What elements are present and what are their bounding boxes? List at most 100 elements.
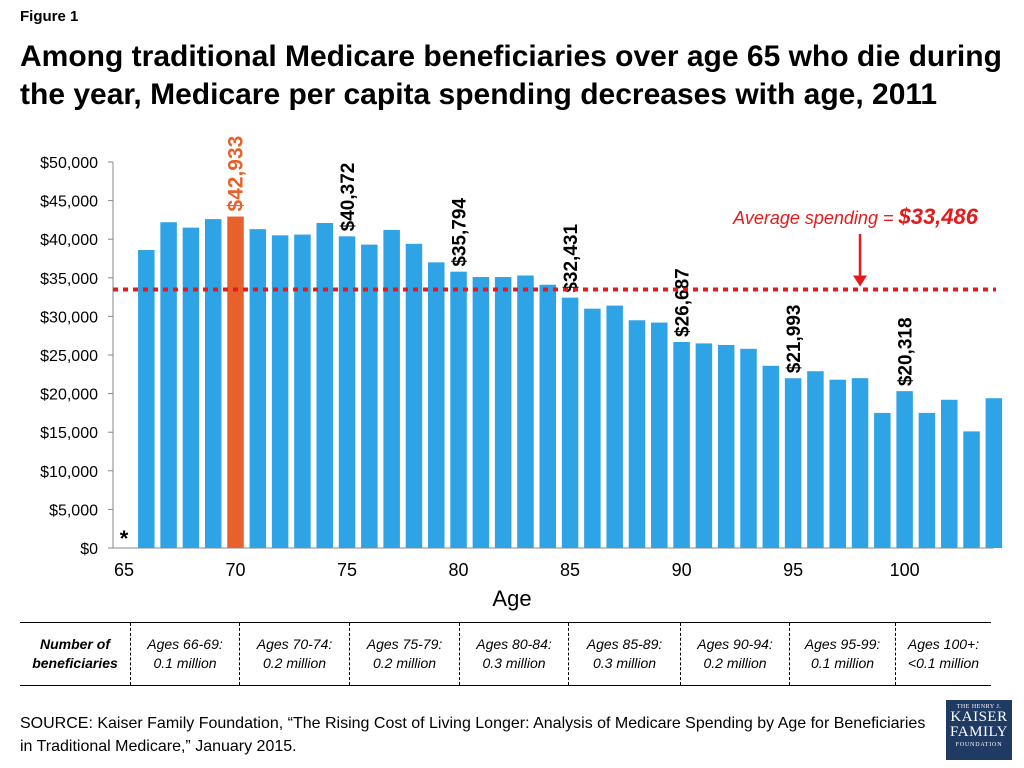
- x-axis: 65 70 75 80 85 90 95 100 *: [113, 526, 994, 580]
- y-tick-label: $50,000: [40, 155, 98, 172]
- y-tick-label: $20,000: [40, 387, 98, 404]
- data-label-age-100: $20,318: [896, 317, 917, 386]
- x-tick-label: 75: [337, 560, 357, 580]
- data-label-age-95: $21,993: [784, 305, 805, 374]
- logo-line-3: FAMILY: [950, 724, 1008, 740]
- bar-age-99: [874, 412, 891, 548]
- bar-age-76: [361, 244, 378, 548]
- x-axis-title: Age: [492, 586, 531, 611]
- beneficiaries-table: Number of beneficiaries Ages 66-69: 0.1 m…: [20, 622, 991, 686]
- bar-age-86: [584, 308, 601, 548]
- bar-age-97: [829, 379, 846, 548]
- chart-title: Among traditional Medicare beneficiaries…: [20, 40, 1002, 111]
- kff-logo: THE HENRY J. KAISER FAMILY FOUNDATION: [946, 700, 1012, 760]
- x-tick-label: 65: [114, 560, 134, 580]
- bar-age-72: [271, 235, 289, 548]
- bar-age-81: [472, 277, 490, 548]
- data-label-age-80: $35,794: [450, 198, 471, 267]
- table-cell-90-94: Ages 90-94: 0.2 million: [681, 623, 790, 685]
- table-cell-age: Ages 80-84:: [476, 636, 552, 652]
- average-label: Average spending = $33,486: [732, 204, 979, 229]
- bar-age-101: [918, 412, 936, 548]
- bar-age-69: [204, 219, 222, 549]
- average-label-prefix: Average spending =: [732, 208, 898, 228]
- source-note: SOURCE: Kaiser Family Foundation, “The R…: [20, 715, 926, 755]
- table-cell-age: Ages 85-89:: [586, 636, 663, 652]
- table-cell-95-99: Ages 95-99: 0.1 million: [790, 623, 896, 685]
- bar-age-96: [807, 371, 824, 548]
- y-tick-label: $25,000: [40, 348, 98, 365]
- bar-age-98: [851, 378, 869, 548]
- y-tick-label: $10,000: [40, 464, 98, 481]
- table-cell-count: 0.1 million: [153, 655, 217, 671]
- x-tick-label: 70: [226, 560, 246, 580]
- bar-age-70: [227, 216, 244, 548]
- data-label-age-90: $26,687: [673, 268, 694, 337]
- table-cell-count: 0.2 million: [262, 655, 327, 671]
- table-header-line-1: Number of: [39, 636, 110, 652]
- table-header-line-2: beneficiaries: [32, 655, 118, 671]
- bar-age-94: [762, 365, 780, 548]
- bar-age-82: [494, 277, 512, 548]
- data-labels: $42,933 $40,372 $35,794 $32,431 $26,687 $21,9…: [225, 136, 917, 387]
- bar-age-67: [160, 222, 177, 548]
- data-label-age-75: $40,372: [338, 163, 359, 232]
- table-cell-count: <0.1 million: [907, 655, 980, 671]
- bar-age-100: [896, 391, 913, 548]
- table-cell-count: 0.2 million: [703, 655, 767, 671]
- bar-age-68: [182, 227, 200, 548]
- y-tick-label: $30,000: [40, 309, 98, 326]
- bar-age-73: [294, 234, 311, 548]
- table-cell-count: 0.3 million: [592, 655, 657, 671]
- bar-age-89: [651, 322, 668, 548]
- table-header-cell: Number of beneficiaries: [20, 623, 131, 685]
- table-cell-70-74: Ages 70-74: 0.2 million: [240, 623, 350, 685]
- bar-age-85: [561, 297, 579, 548]
- table-cell-age: Ages 66-69:: [147, 636, 223, 652]
- bar-age-103: [963, 431, 980, 548]
- table-cell-age: Ages 70-74:: [256, 636, 333, 652]
- average-line-group: Average spending = $33,486: [113, 204, 996, 292]
- bar-age-104: [985, 398, 1003, 548]
- bar-age-88: [628, 320, 646, 548]
- y-tick-label: $40,000: [40, 232, 98, 249]
- data-label-age-70: $42,933: [225, 136, 248, 212]
- bar-age-83: [517, 275, 534, 548]
- bar-age-95: [784, 378, 802, 548]
- x-tick-label: 80: [449, 560, 469, 580]
- bar-age-78: [405, 243, 423, 548]
- y-tick-label: $35,000: [40, 271, 98, 288]
- figure-label: Figure 1: [20, 8, 79, 25]
- table-cell-count: 0.1 million: [810, 655, 875, 671]
- table-cell-count: 0.3 million: [482, 655, 546, 671]
- bar-age-80: [450, 271, 467, 548]
- table-cell-66-69: Ages 66-69: 0.1 million: [131, 623, 240, 685]
- bar-age-77: [383, 229, 400, 548]
- y-tick-label: $45,000: [40, 194, 98, 211]
- table-cell-75-79: Ages 75-79: 0.2 million: [350, 623, 460, 685]
- x-tick-label: 85: [560, 560, 580, 580]
- x-tick-label: 100: [890, 560, 920, 580]
- bar-age-74: [316, 222, 333, 548]
- table-cell-age: Ages 75-79:: [366, 636, 443, 652]
- table-cell-count: 0.2 million: [372, 655, 437, 671]
- bar-age-93: [740, 348, 757, 548]
- x-tick-label: 95: [783, 560, 803, 580]
- table-cell-100-plus: Ages 100+: <0.1 million: [896, 623, 991, 685]
- x-tick-label: 90: [672, 560, 692, 580]
- table-cell-age: Ages 95-99:: [804, 636, 881, 652]
- beneficiaries-row: Number of beneficiaries Ages 66-69: 0.1 m…: [20, 623, 991, 685]
- y-tick-label: $15,000: [40, 425, 98, 442]
- data-label-age-85: $32,431: [561, 224, 582, 293]
- y-axis: $0 $5,000 $10,000 $15,000 $20,000 $25,000 $30,…: [40, 155, 114, 558]
- bar-age-87: [606, 305, 623, 548]
- average-label-value: $33,486: [897, 204, 978, 229]
- y-tick-label: $0: [80, 541, 98, 558]
- table-cell-80-84: Ages 80-84: 0.3 million: [460, 623, 569, 685]
- logo-line-1: THE HENRY J.: [956, 704, 1002, 710]
- table-cell-85-89: Ages 85-89: 0.3 million: [569, 623, 681, 685]
- bar-age-91: [695, 343, 713, 548]
- bar-age-84: [539, 284, 557, 548]
- logo-line-2: KAISER: [950, 709, 1008, 725]
- table-cell-age: Ages 100+:: [907, 636, 980, 652]
